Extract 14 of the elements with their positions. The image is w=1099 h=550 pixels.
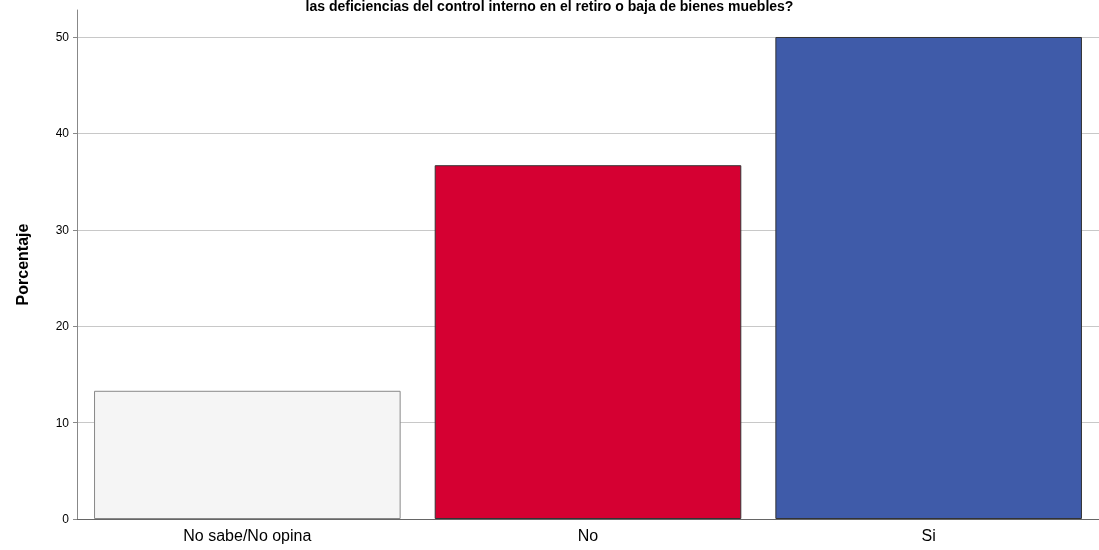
y-tick-label: 0 [62, 512, 70, 526]
bar [775, 36, 1082, 519]
y-axis-title: Porcentaje [13, 223, 31, 306]
bar [94, 390, 401, 519]
y-tick-label: 30 [55, 222, 70, 237]
y-tick-label: 50 [55, 29, 70, 44]
y-tick-label: 40 [55, 126, 70, 141]
x-tick-label: No sabe/No opina [183, 526, 312, 544]
bar [434, 165, 742, 519]
y-tick-label: 20 [55, 319, 70, 334]
chart-title: las deficiencias del control interno en el retiro o baja de bienes muebles? [305, 0, 794, 14]
y-tick-label: 10 [55, 415, 70, 430]
x-tick-label: No [577, 526, 599, 544]
x-tick-label: Si [921, 526, 936, 544]
